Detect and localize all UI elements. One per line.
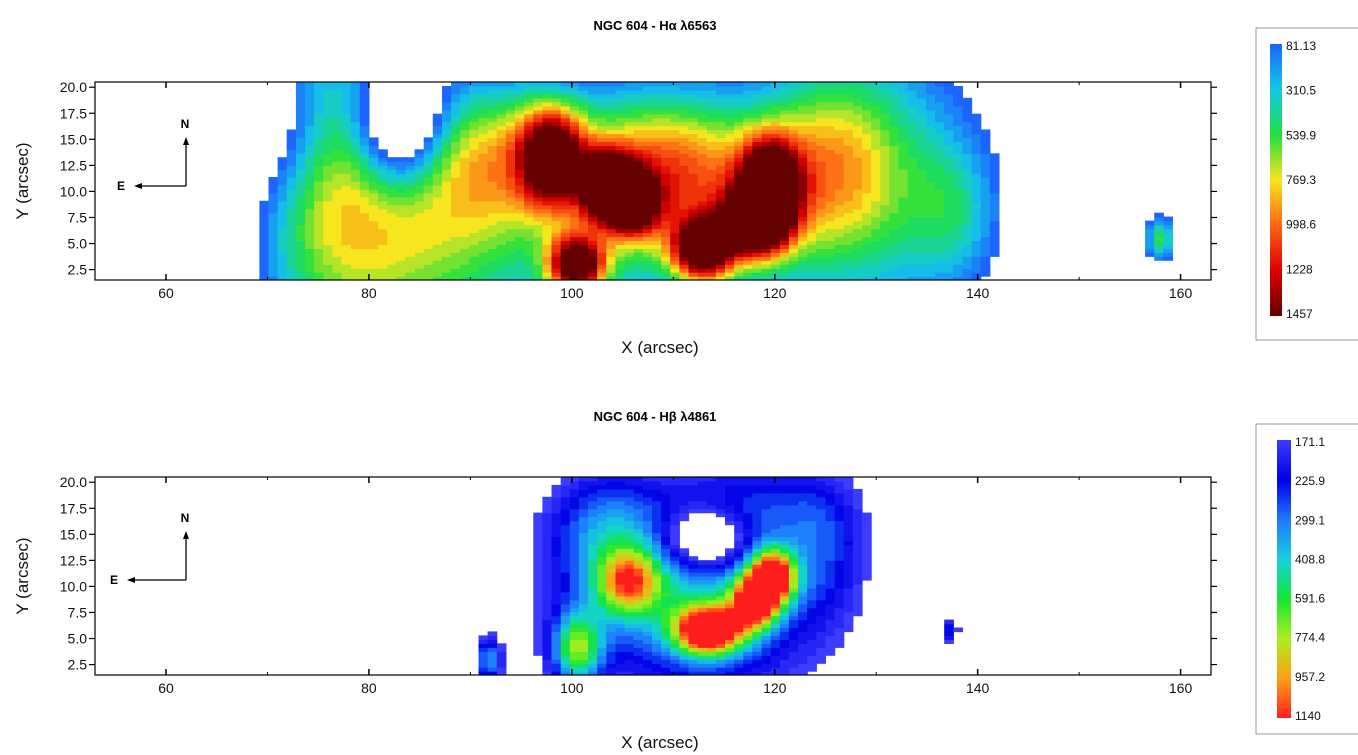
halpha-plot-frame [94, 81, 1212, 281]
hbeta-ytick-label: 17.5 [60, 500, 87, 516]
halpha-ylabel: Y (arcsec) [13, 142, 32, 219]
halpha-panel: NGC 604 - Hα λ6563 60 80 100 120 140 160 20.0 1… [13, 18, 1358, 357]
hbeta-colorbar-label: 774.4 [1295, 631, 1325, 645]
halpha-colorbar-label: 539.9 [1286, 128, 1316, 142]
hbeta-xtick-label: 100 [560, 680, 584, 696]
halpha-title: NGC 604 - Hα λ6563 [594, 18, 717, 33]
halpha-ytick-label: 5.0 [68, 236, 88, 252]
halpha-ytick-label: 10.0 [60, 183, 87, 199]
hbeta-ytick-label: 15.0 [60, 526, 87, 542]
hbeta-map [478, 477, 963, 675]
halpha-xlabel: X (arcsec) [621, 338, 698, 357]
halpha-colorbar-label: 1228 [1286, 262, 1313, 276]
hbeta-ytick-label: 5.0 [68, 631, 88, 647]
hbeta-xtick-label: 120 [763, 680, 787, 696]
halpha-xtick-label: 140 [966, 285, 990, 301]
halpha-colorbar-label: 310.5 [1286, 84, 1316, 98]
hbeta-colorbar-gradient [1277, 440, 1291, 718]
hbeta-ylabel: Y (arcsec) [13, 537, 32, 614]
halpha-east-label: E [117, 179, 125, 193]
hbeta-colorbar-label: 171.1 [1295, 435, 1325, 449]
halpha-compass: N E [117, 117, 189, 193]
hbeta-ytick-label: 2.5 [68, 657, 88, 673]
hbeta-xtick-label: 60 [158, 680, 174, 696]
halpha-map [259, 82, 1173, 280]
halpha-colorbar-label: 81.13 [1286, 39, 1316, 53]
halpha-ticks: 60 80 100 120 140 160 20.0 17.5 15.0 12.5 10.0 7.5 5… [60, 79, 1217, 301]
halpha-colorbar: 81.13 310.5 539.9 769.3 998.6 1228 1457 [1255, 27, 1358, 341]
hbeta-ytick-label: 20.0 [60, 474, 87, 490]
halpha-ytick-label: 2.5 [68, 262, 88, 278]
halpha-ytick-label: 7.5 [68, 209, 88, 225]
hbeta-xlabel: X (arcsec) [621, 733, 698, 752]
halpha-ytick-label: 12.5 [60, 157, 87, 173]
halpha-xtick-label: 160 [1169, 285, 1193, 301]
hbeta-xtick-label: 80 [361, 680, 377, 696]
hbeta-ticks: 60 80 100 120 140 160 20.0 17.5 15.0 12.5 10.0 7.5 5… [60, 474, 1217, 696]
halpha-ytick-label: 15.0 [60, 131, 87, 147]
halpha-xtick-label: 80 [361, 285, 377, 301]
hbeta-plot-frame [94, 476, 1212, 676]
halpha-north-label: N [181, 117, 190, 131]
halpha-xtick-label: 100 [560, 285, 584, 301]
hbeta-colorbar: 171.1 225.9 299.1 408.8 591.6 774.4 957.2 1140 [1255, 423, 1358, 735]
hbeta-ytick-label: 10.0 [60, 578, 87, 594]
hbeta-colorbar-label: 957.2 [1295, 670, 1325, 684]
hbeta-colorbar-label: 1140 [1295, 709, 1321, 723]
hbeta-ytick-label: 12.5 [60, 552, 87, 568]
hbeta-north-label: N [181, 511, 190, 525]
halpha-colorbar-label: 998.6 [1286, 218, 1316, 232]
hbeta-xtick-label: 140 [966, 680, 990, 696]
hbeta-panel: NGC 604 - Hβ λ4861 60 80 100 120 140 160 20.0 1… [13, 409, 1358, 752]
hbeta-colorbar-label: 408.8 [1295, 552, 1325, 566]
hbeta-colorbar-label: 225.9 [1295, 474, 1325, 488]
halpha-ytick-label: 17.5 [60, 105, 87, 121]
hbeta-compass: N E [110, 511, 189, 587]
halpha-ytick-label: 20.0 [60, 79, 87, 95]
halpha-colorbar-label: 1457 [1286, 307, 1313, 321]
hbeta-colorbar-label: 299.1 [1295, 513, 1325, 527]
hbeta-title: NGC 604 - Hβ λ4861 [594, 409, 717, 424]
hbeta-east-label: E [110, 573, 118, 587]
halpha-colorbar-gradient [1270, 44, 1282, 316]
halpha-xtick-label: 120 [763, 285, 787, 301]
halpha-xtick-label: 60 [158, 285, 174, 301]
hbeta-ytick-label: 7.5 [68, 604, 88, 620]
hbeta-colorbar-label: 591.6 [1295, 592, 1325, 606]
halpha-colorbar-label: 769.3 [1286, 173, 1316, 187]
hbeta-xtick-label: 160 [1169, 680, 1193, 696]
